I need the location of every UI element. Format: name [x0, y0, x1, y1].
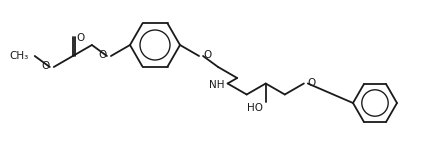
Text: O: O — [99, 50, 107, 60]
Text: O: O — [42, 61, 50, 71]
Text: O: O — [77, 33, 85, 43]
Text: O: O — [308, 78, 316, 87]
Text: NH: NH — [209, 80, 225, 89]
Text: O: O — [203, 50, 211, 60]
Text: HO: HO — [247, 103, 263, 113]
Text: CH₃: CH₃ — [10, 51, 29, 61]
